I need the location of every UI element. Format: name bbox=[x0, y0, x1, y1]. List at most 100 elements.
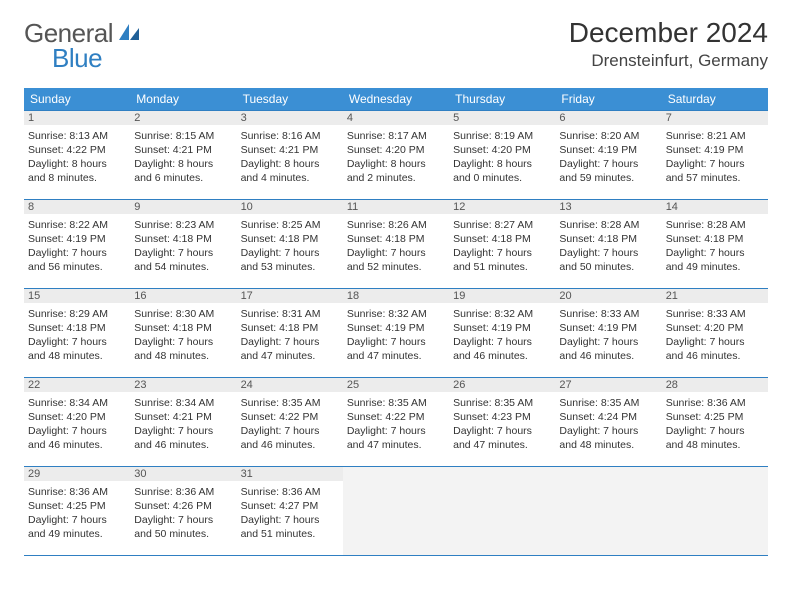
daylight-line: Daylight: 8 hours and 8 minutes. bbox=[28, 157, 126, 185]
calendar-cell: 31Sunrise: 8:36 AMSunset: 4:27 PMDayligh… bbox=[237, 466, 343, 555]
calendar-cell: 9Sunrise: 8:23 AMSunset: 4:18 PMDaylight… bbox=[130, 199, 236, 288]
day-details: Sunrise: 8:19 AMSunset: 4:20 PMDaylight:… bbox=[449, 127, 555, 190]
calendar-cell: 3Sunrise: 8:16 AMSunset: 4:21 PMDaylight… bbox=[237, 110, 343, 199]
calendar-cell: 8Sunrise: 8:22 AMSunset: 4:19 PMDaylight… bbox=[24, 199, 130, 288]
calendar-header: SundayMondayTuesdayWednesdayThursdayFrid… bbox=[24, 88, 768, 111]
sunset-line: Sunset: 4:19 PM bbox=[28, 232, 126, 246]
location-label: Drensteinfurt, Germany bbox=[569, 51, 768, 71]
calendar-cell: 21Sunrise: 8:33 AMSunset: 4:20 PMDayligh… bbox=[662, 288, 768, 377]
day-header: Sunday bbox=[24, 88, 130, 111]
sunrise-line: Sunrise: 8:35 AM bbox=[347, 396, 445, 410]
month-title: December 2024 bbox=[569, 18, 768, 49]
day-number: 18 bbox=[343, 289, 449, 303]
sunrise-line: Sunrise: 8:13 AM bbox=[28, 129, 126, 143]
day-number: 27 bbox=[555, 378, 661, 392]
daylight-line: Daylight: 7 hours and 53 minutes. bbox=[241, 246, 339, 274]
sunset-line: Sunset: 4:18 PM bbox=[134, 232, 232, 246]
sunrise-line: Sunrise: 8:34 AM bbox=[28, 396, 126, 410]
daylight-line: Daylight: 7 hours and 46 minutes. bbox=[666, 335, 764, 363]
day-details: Sunrise: 8:34 AMSunset: 4:21 PMDaylight:… bbox=[130, 394, 236, 457]
day-details: Sunrise: 8:35 AMSunset: 4:24 PMDaylight:… bbox=[555, 394, 661, 457]
day-number: 22 bbox=[24, 378, 130, 392]
calendar-cell: 10 Sunrise: 8:25 AMSunset: 4:18 PMDayligh… bbox=[237, 199, 343, 288]
day-details: Sunrise: 8:30 AMSunset: 4:18 PMDaylight:… bbox=[130, 305, 236, 368]
daylight-line: Daylight: 7 hours and 59 minutes. bbox=[559, 157, 657, 185]
calendar-cell: 7Sunrise: 8:21 AMSunset: 4:19 PMDaylight… bbox=[662, 110, 768, 199]
day-details: Sunrise: 8:35 AMSunset: 4:22 PMDaylight:… bbox=[237, 394, 343, 457]
daylight-line: Daylight: 7 hours and 46 minutes. bbox=[559, 335, 657, 363]
sunrise-line: Sunrise: 8:29 AM bbox=[28, 307, 126, 321]
daylight-line: Daylight: 7 hours and 50 minutes. bbox=[134, 513, 232, 541]
daylight-line: Daylight: 8 hours and 0 minutes. bbox=[453, 157, 551, 185]
daylight-line: Daylight: 7 hours and 47 minutes. bbox=[347, 335, 445, 363]
day-number: 4 bbox=[343, 111, 449, 125]
daylight-line: Daylight: 8 hours and 2 minutes. bbox=[347, 157, 445, 185]
sunrise-line: Sunrise: 8:26 AM bbox=[347, 218, 445, 232]
daylight-line: Daylight: 7 hours and 56 minutes. bbox=[28, 246, 126, 274]
sunrise-line: Sunrise: 8:21 AM bbox=[666, 129, 764, 143]
day-details: Sunrise: 8:20 AMSunset: 4:19 PMDaylight:… bbox=[555, 127, 661, 190]
calendar-cell: 13Sunrise: 8:28 AMSunset: 4:18 PMDayligh… bbox=[555, 199, 661, 288]
daylight-line: Daylight: 7 hours and 48 minutes. bbox=[559, 424, 657, 452]
day-number: 14 bbox=[662, 200, 768, 214]
calendar-cell: 5Sunrise: 8:19 AMSunset: 4:20 PMDaylight… bbox=[449, 110, 555, 199]
calendar-table: SundayMondayTuesdayWednesdayThursdayFrid… bbox=[24, 88, 768, 556]
sunrise-line: Sunrise: 8:36 AM bbox=[666, 396, 764, 410]
sunset-line: Sunset: 4:20 PM bbox=[28, 410, 126, 424]
day-header: Thursday bbox=[449, 88, 555, 111]
calendar-cell: 1Sunrise: 8:13 AMSunset: 4:22 PMDaylight… bbox=[24, 110, 130, 199]
sunrise-line: Sunrise: 8:34 AM bbox=[134, 396, 232, 410]
sunset-line: Sunset: 4:22 PM bbox=[241, 410, 339, 424]
calendar-cell: 4 Sunrise: 8:17 AMSunset: 4:20 PMDaylight… bbox=[343, 110, 449, 199]
sunset-line: Sunset: 4:22 PM bbox=[28, 143, 126, 157]
sunset-line: Sunset: 4:18 PM bbox=[559, 232, 657, 246]
day-number: 28 bbox=[662, 378, 768, 392]
sunset-line: Sunset: 4:18 PM bbox=[241, 321, 339, 335]
day-number: 10 bbox=[237, 200, 343, 214]
calendar-page: General December 2024 Drensteinfurt, Ger… bbox=[0, 0, 792, 574]
day-details: Sunrise: 8:33 AMSunset: 4:20 PMDaylight:… bbox=[662, 305, 768, 368]
day-details: Sunrise: 8:35 AMSunset: 4:23 PMDaylight:… bbox=[449, 394, 555, 457]
calendar-cell bbox=[449, 466, 555, 555]
daylight-line: Daylight: 7 hours and 51 minutes. bbox=[241, 513, 339, 541]
sunset-line: Sunset: 4:20 PM bbox=[347, 143, 445, 157]
day-number: 25 bbox=[343, 378, 449, 392]
calendar-cell: 14 Sunrise: 8:28 AMSunset: 4:18 PMDayligh… bbox=[662, 199, 768, 288]
day-number: 19 bbox=[449, 289, 555, 303]
calendar-week-row: 29Sunrise: 8:36 AMSunset: 4:25 PMDayligh… bbox=[24, 466, 768, 555]
daylight-line: Daylight: 7 hours and 46 minutes. bbox=[453, 335, 551, 363]
calendar-cell: 20Sunrise: 8:33 AMSunset: 4:19 PMDayligh… bbox=[555, 288, 661, 377]
sunrise-line: Sunrise: 8:27 AM bbox=[453, 218, 551, 232]
sunrise-line: Sunrise: 8:25 AM bbox=[241, 218, 339, 232]
calendar-cell: 28Sunrise: 8:36 AMSunset: 4:25 PMDayligh… bbox=[662, 377, 768, 466]
sunset-line: Sunset: 4:24 PM bbox=[559, 410, 657, 424]
day-details: Sunrise: 8:25 AMSunset: 4:18 PMDaylight:… bbox=[237, 216, 343, 279]
sunset-line: Sunset: 4:18 PM bbox=[28, 321, 126, 335]
day-details: Sunrise: 8:17 AMSunset: 4:20 PMDaylight:… bbox=[343, 127, 449, 190]
day-header: Monday bbox=[130, 88, 236, 111]
day-details: Sunrise: 8:22 AMSunset: 4:19 PMDaylight:… bbox=[24, 216, 130, 279]
sunrise-line: Sunrise: 8:32 AM bbox=[453, 307, 551, 321]
sunrise-line: Sunrise: 8:31 AM bbox=[241, 307, 339, 321]
sunrise-line: Sunrise: 8:16 AM bbox=[241, 129, 339, 143]
daylight-line: Daylight: 7 hours and 52 minutes. bbox=[347, 246, 445, 274]
calendar-cell: 30Sunrise: 8:36 AMSunset: 4:26 PMDayligh… bbox=[130, 466, 236, 555]
day-details: Sunrise: 8:16 AMSunset: 4:21 PMDaylight:… bbox=[237, 127, 343, 190]
day-number: 15 bbox=[24, 289, 130, 303]
daylight-line: Daylight: 7 hours and 47 minutes. bbox=[347, 424, 445, 452]
daylight-line: Daylight: 7 hours and 47 minutes. bbox=[453, 424, 551, 452]
day-details: Sunrise: 8:21 AMSunset: 4:19 PMDaylight:… bbox=[662, 127, 768, 190]
sunset-line: Sunset: 4:21 PM bbox=[241, 143, 339, 157]
calendar-body: 1Sunrise: 8:13 AMSunset: 4:22 PMDaylight… bbox=[24, 110, 768, 555]
daylight-line: Daylight: 8 hours and 6 minutes. bbox=[134, 157, 232, 185]
day-details: Sunrise: 8:28 AMSunset: 4:18 PMDaylight:… bbox=[662, 216, 768, 279]
calendar-cell: 6 Sunrise: 8:20 AMSunset: 4:19 PMDaylight… bbox=[555, 110, 661, 199]
calendar-cell: 25Sunrise: 8:35 AMSunset: 4:22 PMDayligh… bbox=[343, 377, 449, 466]
calendar-cell: 11Sunrise: 8:26 AMSunset: 4:18 PMDayligh… bbox=[343, 199, 449, 288]
daylight-line: Daylight: 7 hours and 47 minutes. bbox=[241, 335, 339, 363]
sunset-line: Sunset: 4:25 PM bbox=[666, 410, 764, 424]
day-number: 6 bbox=[555, 111, 661, 125]
calendar-week-row: 8Sunrise: 8:22 AMSunset: 4:19 PMDaylight… bbox=[24, 199, 768, 288]
sunset-line: Sunset: 4:19 PM bbox=[347, 321, 445, 335]
sunrise-line: Sunrise: 8:36 AM bbox=[134, 485, 232, 499]
